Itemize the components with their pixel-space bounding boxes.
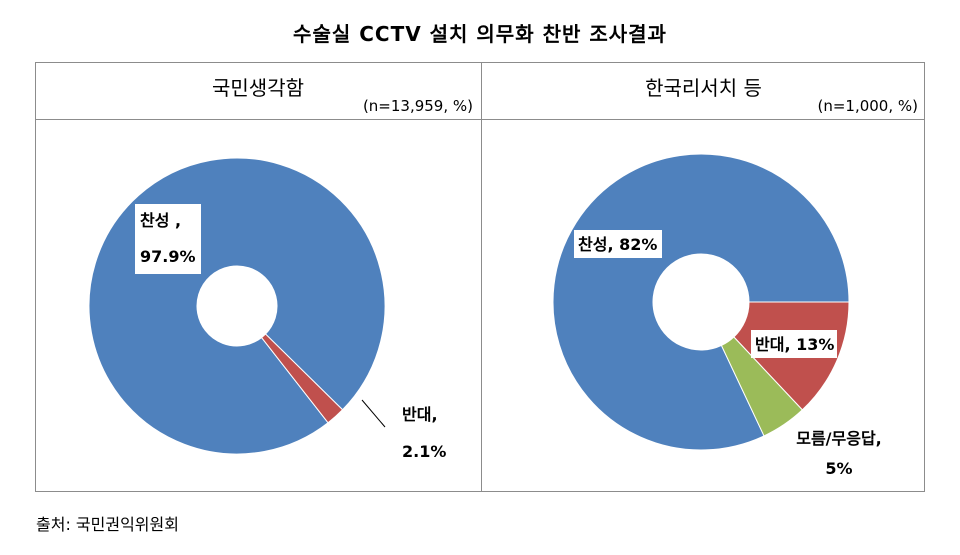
right-donut [552,153,850,451]
data-label-left-1: 2.1% [402,442,446,461]
label-box [751,330,837,358]
data-label-right-2: 5% [825,459,852,478]
data-label-left-0: 찬성 , [140,211,181,230]
data-label-right-0: 찬성, 82% [578,235,657,254]
label-box [574,230,662,258]
source-note: 출처: 국민권익위원회 [36,515,179,534]
data-label-left-0: 97.9% [140,247,196,266]
panel-divider [481,62,482,492]
chart-frame [35,62,925,492]
header-divider [35,119,925,120]
right-panel-note: (n=1,000, %) [817,97,918,115]
left-panel-note: (n=13,959, %) [362,97,473,115]
slice-labels: 찬성 , 97.9% 반대, 2.1% 찬성, 82% 반대, 13% 모름/무응답, 5% [135,204,882,478]
data-label-right-1: 반대, 13% [755,335,834,354]
data-label-left-1: 반대, [402,405,438,424]
left-panel-title: 국민생각함 [212,76,304,100]
right-panel-title: 한국리서치 등 [645,76,762,100]
slice-left-1 [260,333,344,424]
slice-right-2 [720,336,804,437]
label-box [135,204,201,274]
left-leader-line [361,399,386,428]
left-donut [88,157,386,455]
slice-right-0 [552,153,850,451]
data-label-right-2: 모름/무응답, [796,429,882,448]
chart-title: 수술실 CCTV 설치 의무화 찬반 조사결과 [293,22,667,46]
